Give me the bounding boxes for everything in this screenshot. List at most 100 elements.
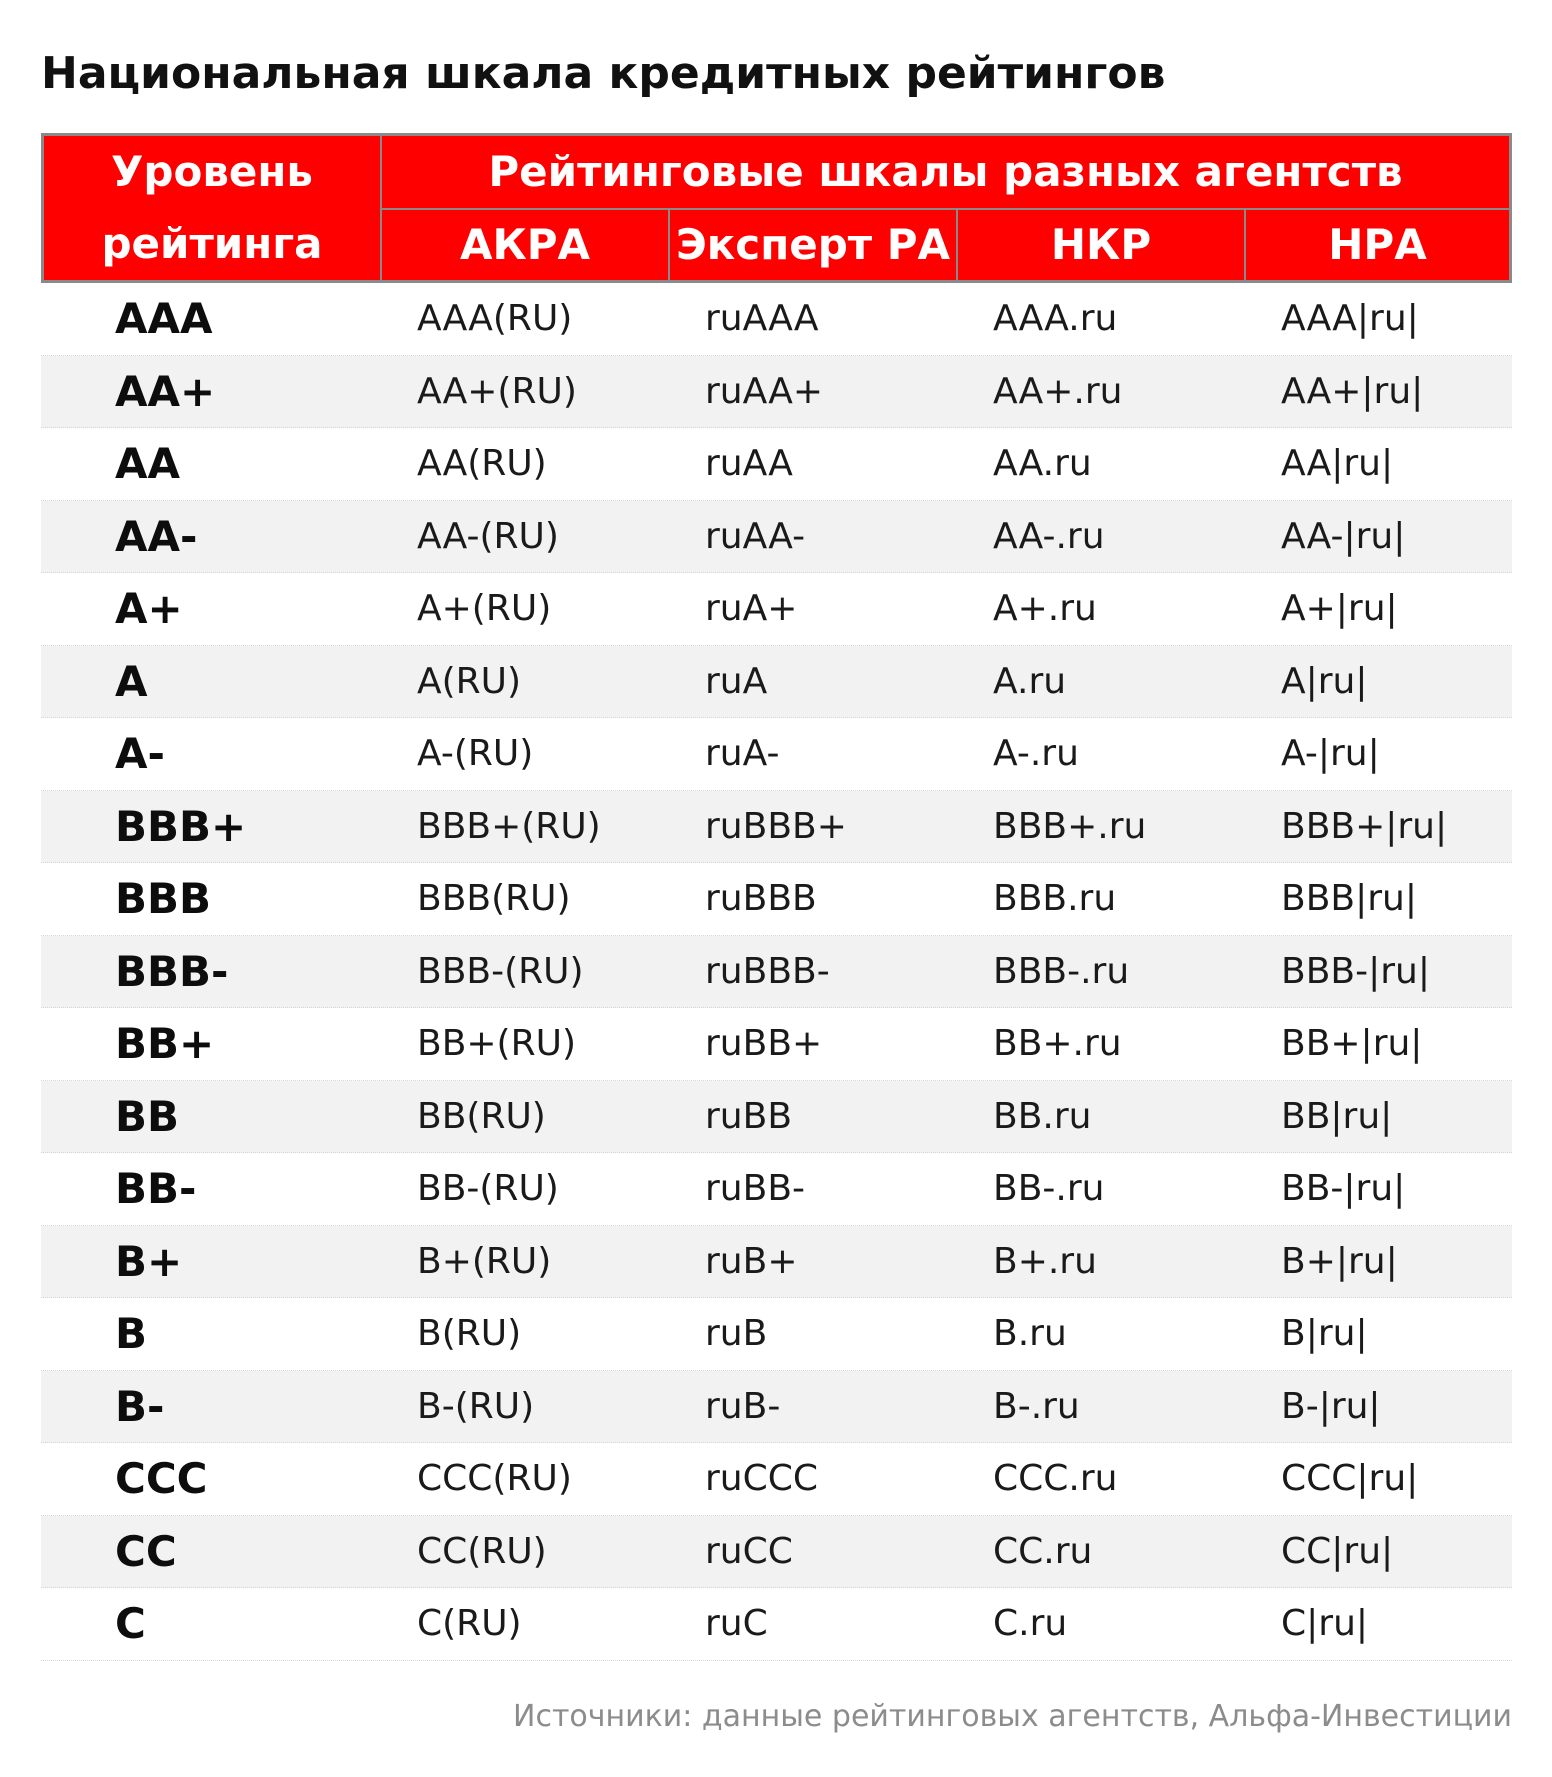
rating-level-cell: AAA xyxy=(115,294,213,344)
table-row: C C(RU) ruC C.ru C|ru| xyxy=(41,1588,1512,1661)
akra-cell: BBB(RU) xyxy=(417,878,571,920)
nkr-cell: BBB.ru xyxy=(993,878,1117,920)
nkr-cell: A.ru xyxy=(993,660,1067,702)
rating-level-cell: AA xyxy=(115,439,181,489)
table-body: AAA AAA(RU) ruAAA AAA.ru AAA|ru| AA+ AA+… xyxy=(41,283,1512,1661)
nra-cell: AA-|ru| xyxy=(1281,515,1406,557)
akra-cell: BBB+(RU) xyxy=(417,805,601,847)
expert-ra-cell: ruBBB xyxy=(705,878,817,920)
expert-ra-cell: ruB+ xyxy=(705,1240,798,1282)
table-row: A A(RU) ruA A.ru A|ru| xyxy=(41,645,1512,718)
nkr-cell: BBB-.ru xyxy=(993,950,1130,992)
table-row: AA- AA-(RU) ruAA- AA-.ru AA-|ru| xyxy=(41,500,1512,573)
rating-level-cell: C xyxy=(115,1599,146,1649)
akra-cell: B(RU) xyxy=(417,1313,522,1355)
akra-cell: BB(RU) xyxy=(417,1095,546,1137)
nra-cell: AA+|ru| xyxy=(1281,370,1424,412)
akra-cell: BBB-(RU) xyxy=(417,950,584,992)
akra-cell: AA-(RU) xyxy=(417,515,559,557)
table-row: CCC CCC(RU) ruCCC CCC.ru CCC|ru| xyxy=(41,1443,1512,1516)
header-agencies-row: АКРА Эксперт РА НКР НРА xyxy=(382,210,1509,280)
page-title: Национальная шкала кредитных рейтингов xyxy=(41,48,1166,99)
table-row: BB- BB-(RU) ruBB- BB-.ru BB-|ru| xyxy=(41,1153,1512,1226)
table-row: AAA AAA(RU) ruAAA AAA.ru AAA|ru| xyxy=(41,283,1512,356)
table-row: BB BB(RU) ruBB BB.ru BB|ru| xyxy=(41,1080,1512,1153)
rating-level-cell: BBB xyxy=(115,874,212,924)
nkr-cell: B-.ru xyxy=(993,1385,1080,1427)
rating-level-cell: AA- xyxy=(115,511,198,561)
expert-ra-cell: ruAA- xyxy=(705,515,806,557)
rating-level-cell: B- xyxy=(115,1381,165,1431)
akra-cell: CCC(RU) xyxy=(417,1458,572,1500)
rating-level-cell: B+ xyxy=(115,1236,183,1286)
table-header: Уровень рейтинга Рейтинговые шкалы разны… xyxy=(41,133,1512,283)
nra-cell: A|ru| xyxy=(1281,660,1368,702)
expert-ra-cell: ruCC xyxy=(705,1530,793,1572)
nra-cell: CC|ru| xyxy=(1281,1530,1394,1572)
akra-cell: A(RU) xyxy=(417,660,522,702)
nkr-cell: CCC.ru xyxy=(993,1458,1118,1500)
nra-cell: BB+|ru| xyxy=(1281,1023,1423,1065)
nkr-cell: BB+.ru xyxy=(993,1023,1122,1065)
akra-cell: AAA(RU) xyxy=(417,298,573,340)
expert-ra-cell: ruCCC xyxy=(705,1458,819,1500)
rating-level-cell: B xyxy=(115,1309,148,1359)
table-row: A+ A+(RU) ruA+ A+.ru A+|ru| xyxy=(41,573,1512,646)
header-level-cell: Уровень рейтинга xyxy=(44,136,382,280)
rating-level-cell: CC xyxy=(115,1526,177,1576)
nkr-cell: C.ru xyxy=(993,1603,1068,1645)
nra-cell: B-|ru| xyxy=(1281,1385,1381,1427)
nra-cell: AAA|ru| xyxy=(1281,298,1419,340)
akra-cell: AA+(RU) xyxy=(417,370,577,412)
rating-level-cell: A+ xyxy=(115,584,183,634)
nkr-cell: BB-.ru xyxy=(993,1168,1105,1210)
nkr-cell: BB.ru xyxy=(993,1095,1092,1137)
expert-ra-cell: ruAA xyxy=(705,443,793,485)
header-level-line2: рейтинга xyxy=(101,219,323,268)
expert-ra-cell: ruA xyxy=(705,660,768,702)
expert-ra-cell: ruAAA xyxy=(705,298,819,340)
table-row: AA+ AA+(RU) ruAA+ AA+.ru AA+|ru| xyxy=(41,355,1512,428)
akra-cell: B-(RU) xyxy=(417,1385,535,1427)
header-agency-akra: АКРА xyxy=(382,210,670,280)
nkr-cell: B+.ru xyxy=(993,1240,1097,1282)
akra-cell: BB-(RU) xyxy=(417,1168,559,1210)
nra-cell: AA|ru| xyxy=(1281,443,1394,485)
rating-level-cell: A xyxy=(115,656,148,706)
expert-ra-cell: ruBBB- xyxy=(705,950,830,992)
nra-cell: BBB+|ru| xyxy=(1281,805,1448,847)
rating-level-cell: BB xyxy=(115,1091,180,1141)
expert-ra-cell: ruC xyxy=(705,1603,768,1645)
header-agency-nkr: НКР xyxy=(958,210,1246,280)
header-level-line1: Уровень xyxy=(111,147,313,196)
nkr-cell: CC.ru xyxy=(993,1530,1093,1572)
table-row: BBB BBB(RU) ruBBB BBB.ru BBB|ru| xyxy=(41,863,1512,936)
table-row: BBB- BBB-(RU) ruBBB- BBB-.ru BBB-|ru| xyxy=(41,935,1512,1008)
ratings-table: Уровень рейтинга Рейтинговые шкалы разны… xyxy=(41,133,1512,1661)
expert-ra-cell: ruA- xyxy=(705,733,780,775)
nkr-cell: AA-.ru xyxy=(993,515,1105,557)
nkr-cell: A+.ru xyxy=(993,588,1097,630)
nra-cell: BB-|ru| xyxy=(1281,1168,1406,1210)
akra-cell: A+(RU) xyxy=(417,588,552,630)
nra-cell: B+|ru| xyxy=(1281,1240,1398,1282)
nra-cell: CCC|ru| xyxy=(1281,1458,1419,1500)
table-row: CC CC(RU) ruCC CC.ru CC|ru| xyxy=(41,1515,1512,1588)
nkr-cell: AAA.ru xyxy=(993,298,1118,340)
nkr-cell: A-.ru xyxy=(993,733,1079,775)
akra-cell: BB+(RU) xyxy=(417,1023,577,1065)
header-agency-expert-ra: Эксперт РА xyxy=(670,210,958,280)
nra-cell: C|ru| xyxy=(1281,1603,1369,1645)
table-row: BB+ BB+(RU) ruBB+ BB+.ru BB+|ru| xyxy=(41,1008,1512,1081)
expert-ra-cell: ruA+ xyxy=(705,588,798,630)
expert-ra-cell: ruBBB+ xyxy=(705,805,847,847)
expert-ra-cell: ruBB- xyxy=(705,1168,806,1210)
rating-level-cell: BB+ xyxy=(115,1019,215,1069)
expert-ra-cell: ruAA+ xyxy=(705,370,824,412)
table-row: A- A-(RU) ruA- A-.ru A-|ru| xyxy=(41,718,1512,791)
expert-ra-cell: ruBB xyxy=(705,1095,793,1137)
rating-level-cell: CCC xyxy=(115,1454,208,1504)
rating-level-cell: AA+ xyxy=(115,366,216,416)
nra-cell: B|ru| xyxy=(1281,1313,1368,1355)
